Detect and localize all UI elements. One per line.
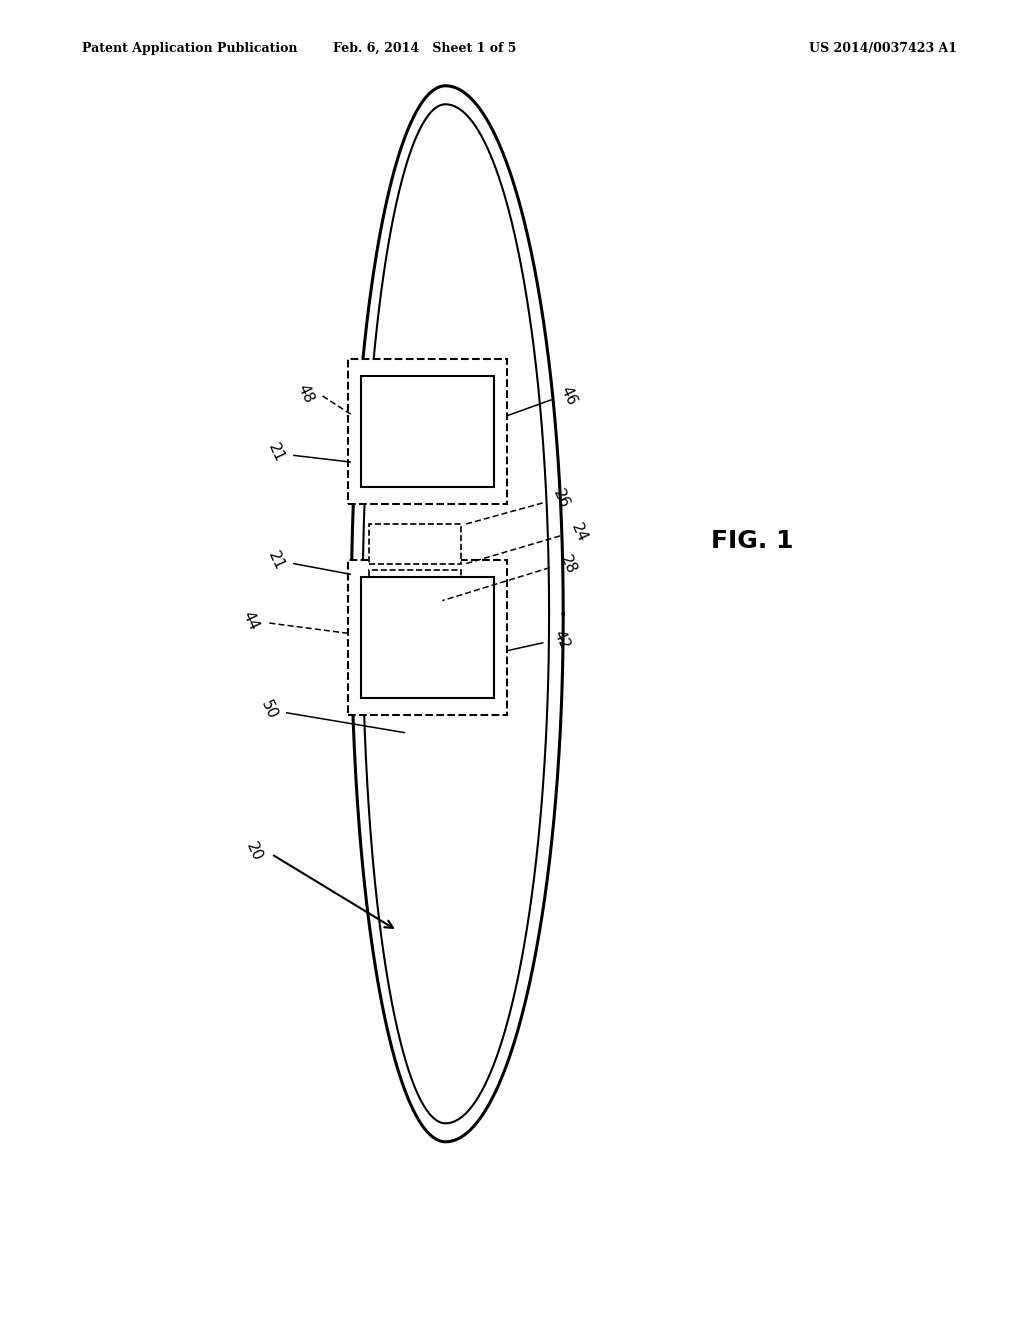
Polygon shape <box>351 86 563 1142</box>
Bar <box>348 560 507 715</box>
Bar <box>361 577 494 698</box>
Bar <box>348 359 507 504</box>
Bar <box>377 614 438 643</box>
Text: 50: 50 <box>258 698 281 722</box>
Text: Feb. 6, 2014   Sheet 1 of 5: Feb. 6, 2014 Sheet 1 of 5 <box>333 42 517 55</box>
Text: 42: 42 <box>550 628 572 652</box>
Text: 21: 21 <box>265 441 288 465</box>
Text: US 2014/0037423 A1: US 2014/0037423 A1 <box>809 42 957 55</box>
Text: 26: 26 <box>550 487 572 511</box>
Text: 20: 20 <box>243 840 265 863</box>
Bar <box>369 524 461 564</box>
Text: 21: 21 <box>265 549 288 573</box>
Text: Patent Application Publication: Patent Application Publication <box>82 42 297 55</box>
Bar <box>361 376 494 487</box>
Text: 28: 28 <box>557 553 580 577</box>
Text: 44: 44 <box>240 609 262 632</box>
Text: 46: 46 <box>557 384 580 408</box>
Bar <box>369 570 461 607</box>
Text: FIG. 1: FIG. 1 <box>712 529 794 553</box>
Text: 24: 24 <box>567 521 590 545</box>
Text: 48: 48 <box>294 381 316 405</box>
